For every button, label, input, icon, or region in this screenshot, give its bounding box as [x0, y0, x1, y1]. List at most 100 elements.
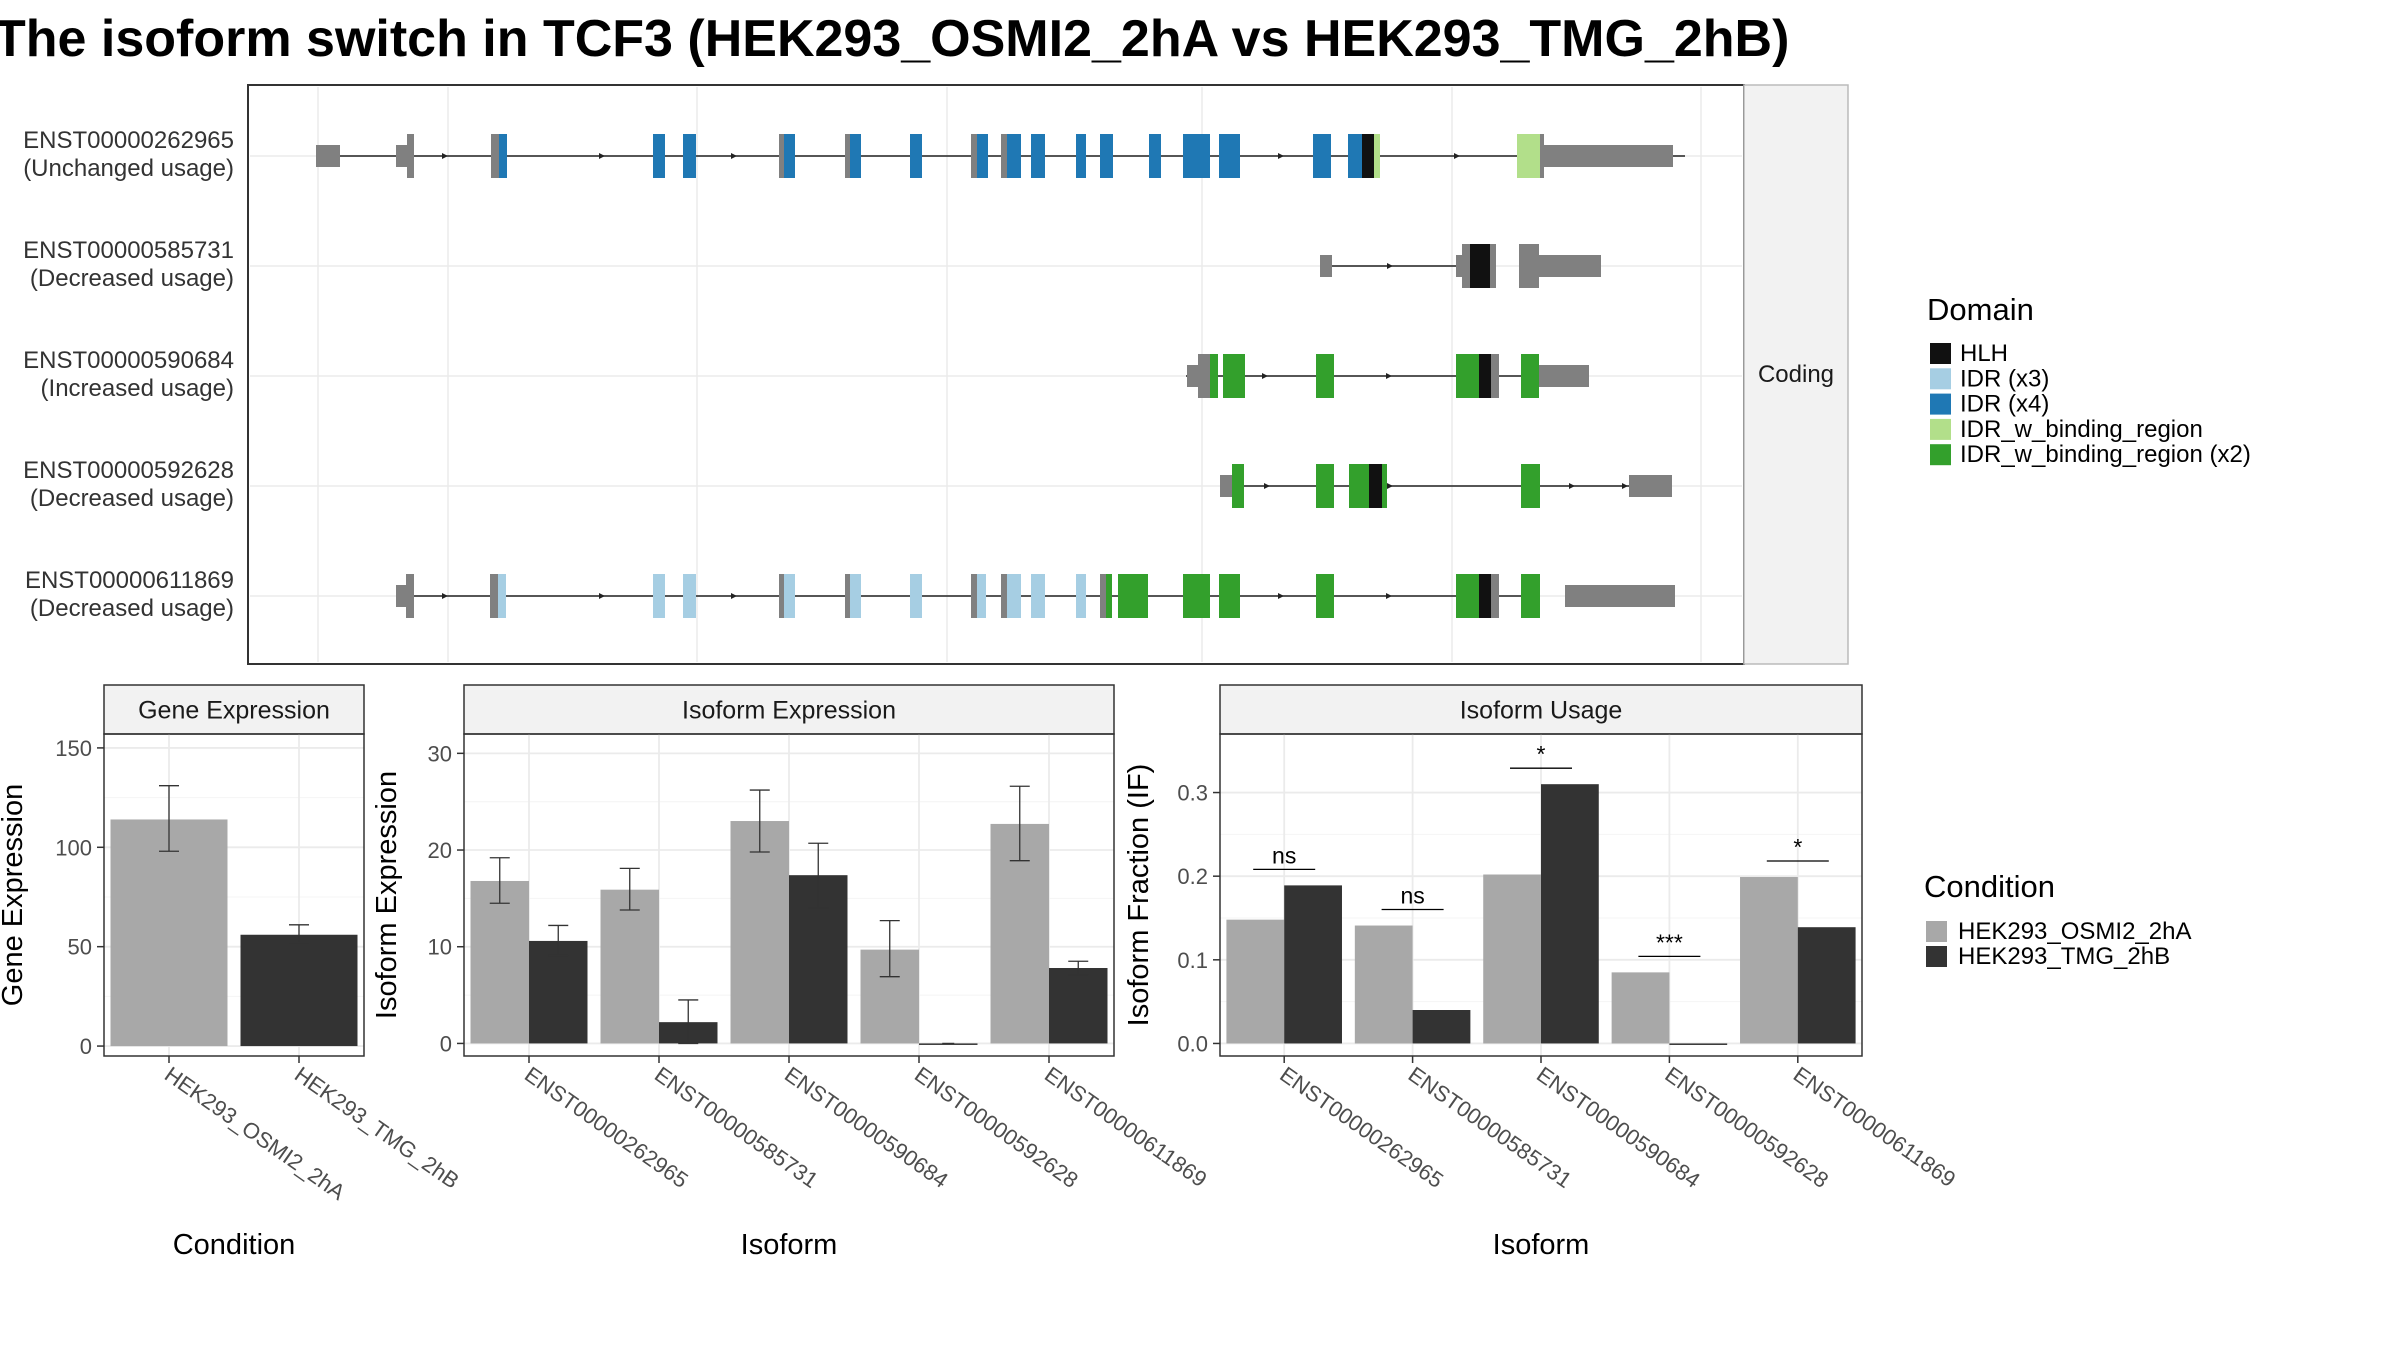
coding-exon — [845, 574, 850, 618]
y-tick-label: 50 — [68, 935, 92, 960]
panel-frame — [103, 733, 365, 1057]
intron-arrow — [1622, 483, 1628, 489]
significance-label: * — [1793, 834, 1802, 860]
coding-exon — [1183, 134, 1210, 178]
intron-arrow — [1569, 483, 1575, 489]
coding-exon — [971, 574, 977, 618]
domain-legend-label: IDR_w_binding_region (x2) — [1960, 441, 2251, 468]
coding-exon — [1210, 354, 1218, 398]
coding-exon — [1521, 464, 1540, 508]
isoform-row-ENST00000585731 — [1320, 244, 1601, 288]
isoform-structure-panel: ENST00000262965(Unchanged usage) ENST0000… — [23, 84, 1849, 665]
intron-arrow — [731, 593, 737, 599]
x-axis-label: Isoform — [741, 1229, 838, 1261]
coding-exon — [407, 134, 414, 178]
domain-legend-swatch — [1930, 444, 1951, 466]
coding-exon — [498, 574, 506, 618]
coding-exon — [1100, 134, 1113, 178]
coding-exon — [1456, 354, 1479, 398]
coding-exon — [845, 134, 850, 178]
intron-arrow — [599, 593, 605, 599]
significance-label: ns — [1272, 842, 1296, 868]
coding-exon — [1001, 574, 1007, 618]
coding-exon — [406, 574, 414, 618]
coding-exon — [1376, 134, 1380, 178]
isoform-usage-label: (Decreased usage) — [30, 265, 234, 292]
intron-arrow — [1278, 153, 1284, 159]
bar — [529, 940, 588, 1044]
coding-exon — [1479, 574, 1491, 618]
isoform-id-label: ENST00000585731 — [23, 237, 234, 264]
y-tick-label: 10 — [428, 935, 452, 960]
coding-exon — [1313, 134, 1331, 178]
bar — [1483, 874, 1541, 1044]
utr-exon — [316, 145, 340, 167]
coding-exon — [1232, 464, 1244, 508]
y-tick-label: 0 — [80, 1034, 92, 1059]
coding-exon — [1007, 134, 1021, 178]
coding-exon — [1118, 574, 1148, 618]
y-tick-label: 0.0 — [1177, 1031, 1208, 1056]
isoform-expression-chart: Isoform Expression0102030ENST00000262965… — [371, 684, 1211, 1261]
coding-strip — [1743, 84, 1849, 665]
coding-exon — [1219, 134, 1240, 178]
coding-exon — [1316, 354, 1334, 398]
isoform-id-label: ENST00000590684 — [23, 347, 234, 374]
intron-arrow — [1387, 483, 1393, 489]
coding-exon — [1349, 464, 1369, 508]
isoform-row-ENST00000592628 — [1220, 464, 1672, 508]
bar — [1669, 1043, 1728, 1045]
isoform-usage-label: (Unchanged usage) — [23, 155, 234, 182]
coding-exon — [779, 134, 784, 178]
coding-exon — [1540, 134, 1544, 178]
isoform-usage-chart: Isoform Usage0.00.10.20.3nsENST000002629… — [1123, 684, 1960, 1261]
y-tick-label: 0.1 — [1177, 948, 1208, 973]
y-tick-label: 0 — [440, 1031, 452, 1056]
coding-exon — [910, 134, 922, 178]
bar — [600, 889, 659, 1044]
intron-arrow — [731, 153, 737, 159]
bar — [110, 819, 228, 1047]
intron-arrow — [1386, 593, 1392, 599]
bar — [1611, 972, 1670, 1044]
coding-exon — [1076, 134, 1086, 178]
domain-legend-label: IDR (x4) — [1960, 391, 2049, 418]
coding-exon — [971, 134, 977, 178]
utr-exon — [1456, 255, 1462, 277]
coding-exon — [1521, 354, 1539, 398]
significance-label: * — [1537, 741, 1546, 767]
domain-legend-label: IDR_w_binding_region — [1960, 416, 2203, 443]
domain-legend-label: IDR (x3) — [1960, 365, 2049, 392]
coding-exon — [1223, 354, 1245, 398]
isoform-row-ENST00000262965 — [316, 134, 1685, 178]
coding-exon — [1362, 134, 1374, 178]
condition-legend-swatch — [1926, 946, 1947, 967]
utr-exon — [1539, 255, 1601, 277]
coding-exon — [499, 134, 507, 178]
bar — [1412, 1010, 1471, 1044]
intron-arrow — [1386, 373, 1392, 379]
y-tick-label: 0.3 — [1177, 781, 1208, 806]
bar — [730, 821, 789, 1044]
utr-exon — [1320, 255, 1332, 277]
coding-exon — [491, 134, 499, 178]
coding-exon — [977, 134, 988, 178]
y-axis-label: Gene Expression — [0, 784, 29, 1006]
coding-exon — [1521, 574, 1540, 618]
coding-exon — [1374, 134, 1376, 178]
coding-exon — [1348, 134, 1362, 178]
y-tick-label: 30 — [428, 741, 452, 766]
coding-exon — [1001, 134, 1007, 178]
coding-exon — [1491, 354, 1499, 398]
coding-exon — [1479, 354, 1491, 398]
condition-legend-label: HEK293_TMG_2hB — [1958, 943, 2170, 970]
utr-exon — [396, 585, 407, 607]
panel-title: Gene Expression — [138, 697, 330, 725]
y-tick-label: 0.2 — [1177, 864, 1208, 889]
coding-exon — [1076, 574, 1086, 618]
coding-exon — [1198, 354, 1210, 398]
coding-exon — [1369, 464, 1382, 508]
utr-exon — [1629, 475, 1672, 497]
bar — [1226, 919, 1285, 1044]
